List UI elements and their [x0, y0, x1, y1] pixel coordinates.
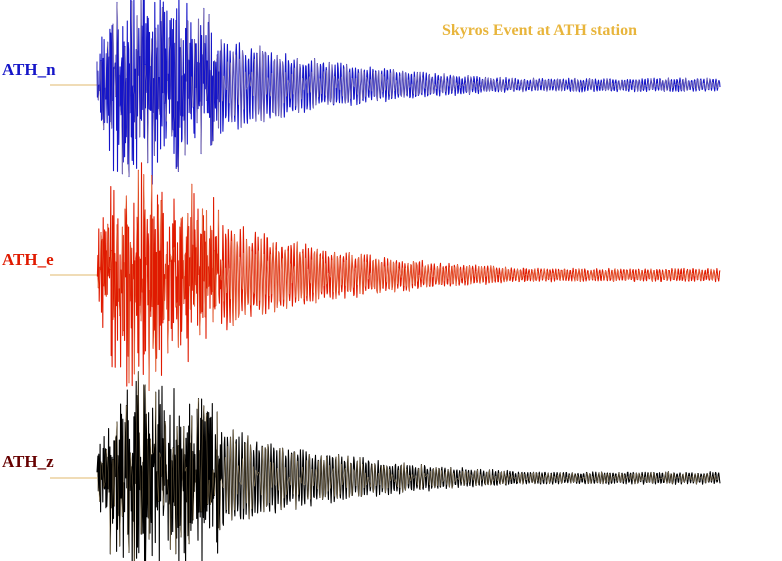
trace-highlight-ath-n [96, 0, 720, 177]
trace-label-ath-n: ATH_n [2, 60, 56, 79]
trace-highlight-ath-e [96, 170, 720, 391]
trace-ath-n [96, 0, 721, 185]
chart-title: Skyros Event at ATH station [442, 22, 637, 39]
trace-label-ath-e: ATH_e [2, 250, 54, 269]
trace-label-ath-z: ATH_z [2, 452, 54, 471]
trace-ath-z [96, 371, 721, 561]
trace-highlight-ath-z [96, 371, 720, 561]
